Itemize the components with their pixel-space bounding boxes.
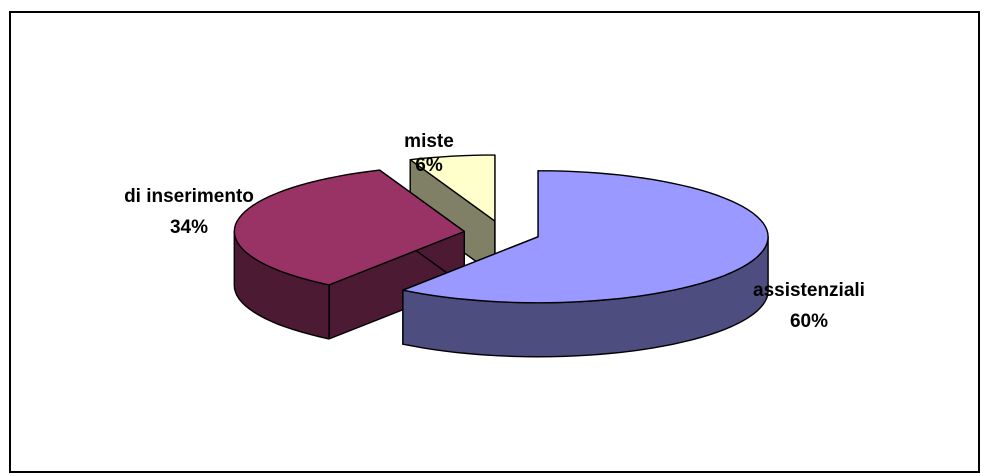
slice-miste-top — [409, 154, 496, 222]
slices-layer — [233, 154, 769, 358]
slice-di-inserimento — [233, 169, 465, 340]
slice-di-inserimento-top — [233, 169, 465, 286]
label-assistenziali-percent: 60% — [790, 311, 828, 332]
label-assistenziali-name: assistenziali — [753, 280, 865, 301]
slice-assistenziali — [402, 170, 769, 358]
label-miste-percent: 6% — [415, 155, 443, 176]
label-di-inserimento-name: di inserimento — [124, 186, 254, 207]
slice-assistenziali-top — [402, 170, 769, 304]
label-miste-name: miste — [404, 131, 454, 152]
label-di-inserimento-percent: 34% — [170, 217, 208, 238]
